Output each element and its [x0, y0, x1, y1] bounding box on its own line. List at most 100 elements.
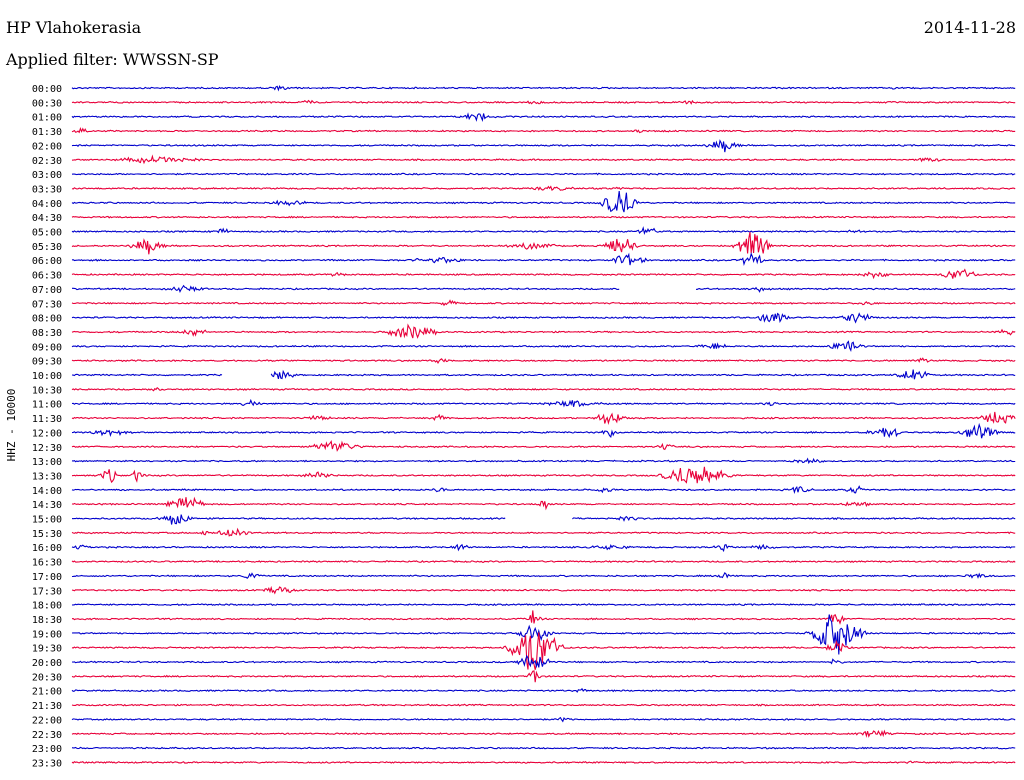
- time-tick-label: 18:30: [32, 615, 62, 626]
- trace-line: [71, 398, 1016, 408]
- trace-line: [71, 585, 1016, 595]
- trace-line: [71, 603, 1016, 607]
- time-tick-label: 13:30: [32, 471, 62, 482]
- time-tick-label: 12:30: [32, 443, 62, 454]
- trace-line: [71, 610, 1016, 625]
- time-tick-label: 19:00: [32, 629, 62, 640]
- trace-line: [72, 284, 1016, 293]
- time-tick-label: 09:30: [32, 357, 62, 368]
- trace-line: [71, 191, 1016, 213]
- trace-line: [71, 457, 1016, 465]
- trace-line: [71, 252, 1016, 266]
- time-tick-label: 03:30: [32, 184, 62, 195]
- trace-line: [71, 422, 1016, 439]
- trace-line: [71, 559, 1016, 564]
- time-tick-label: 20:00: [32, 658, 62, 669]
- time-tick-label: 23:30: [32, 758, 62, 769]
- time-tick-label: 15:30: [32, 529, 62, 540]
- trace-line: [71, 760, 1016, 764]
- trace-line: [71, 716, 1016, 723]
- time-tick-label: 08:30: [32, 328, 62, 339]
- trace-line: [71, 527, 1016, 537]
- time-tick-label: 07:30: [32, 299, 62, 310]
- trace-line: [71, 687, 1016, 693]
- time-tick-label: 08:00: [32, 314, 62, 325]
- trace-line: [71, 112, 1016, 123]
- channel-label: HHZ - 10000: [5, 389, 18, 462]
- trace-line: [71, 485, 1016, 494]
- time-tick-label: 01:30: [32, 127, 62, 138]
- time-tick-label: 22:30: [32, 730, 62, 741]
- trace-line: [71, 614, 1016, 655]
- record-date: 2014-11-28: [923, 18, 1016, 37]
- trace-line: [71, 215, 1016, 219]
- time-tick-label: 00:00: [32, 84, 62, 95]
- trace-line: [71, 357, 1016, 365]
- trace-line: [71, 411, 1016, 425]
- trace-line: [71, 127, 1016, 134]
- time-tick-label: 22:00: [32, 715, 62, 726]
- time-tick-label: 04:30: [32, 213, 62, 224]
- trace-line: [71, 323, 1016, 339]
- time-tick-label: 14:30: [32, 500, 62, 511]
- time-tick-label: 23:00: [32, 744, 62, 755]
- trace-line: [71, 543, 1016, 553]
- time-tick-label: 21:00: [32, 687, 62, 698]
- filter-label: Applied filter: WWSSN-SP: [6, 50, 219, 69]
- trace-line: [71, 466, 1016, 484]
- time-tick-label: 07:00: [32, 285, 62, 296]
- trace-line: [71, 746, 1016, 750]
- trace-line: [71, 654, 1016, 669]
- trace-line: [71, 154, 1016, 165]
- time-tick-label: 17:30: [32, 586, 62, 597]
- time-tick-label: 16:30: [32, 558, 62, 569]
- trace-line: [71, 340, 1016, 353]
- trace-line: [71, 226, 1016, 235]
- time-tick-label: 02:00: [32, 141, 62, 152]
- time-tick-label: 20:30: [32, 672, 62, 683]
- trace-line: [71, 572, 1016, 579]
- trace-line: [71, 185, 1016, 191]
- trace-line: [71, 514, 1016, 525]
- trace-line: [71, 440, 1016, 452]
- time-tick-label: 00:30: [32, 98, 62, 109]
- trace-line: [71, 387, 1016, 392]
- time-tick-label: 12:00: [32, 428, 62, 439]
- time-tick-label: 04:00: [32, 199, 62, 210]
- trace-line: [71, 299, 1016, 307]
- trace-line: [71, 268, 1016, 280]
- time-tick-label: 21:30: [32, 701, 62, 712]
- trace-line: [71, 632, 1016, 670]
- trace-line: [71, 703, 1016, 707]
- time-tick-label: 05:30: [32, 242, 62, 253]
- trace-line: [71, 670, 1016, 683]
- time-tick-label: 02:30: [32, 156, 62, 167]
- time-tick-label: 03:00: [32, 170, 62, 181]
- time-tick-label: 05:00: [32, 228, 62, 239]
- time-tick-label: 19:30: [32, 644, 62, 655]
- time-tick-label: 09:00: [32, 342, 62, 353]
- trace-line: [71, 729, 1016, 738]
- trace-line: [71, 139, 1016, 153]
- time-tick-label: 16:00: [32, 543, 62, 554]
- station-name: HP Vlahokerasia: [6, 18, 142, 37]
- time-tick-label: 10:30: [32, 385, 62, 396]
- time-tick-label: 01:00: [32, 113, 62, 124]
- time-tick-label: 18:00: [32, 601, 62, 612]
- trace-line: [71, 496, 1016, 511]
- time-tick-label: 15:00: [32, 515, 62, 526]
- trace-line: [71, 172, 1016, 176]
- time-tick-label: 11:30: [32, 414, 62, 425]
- time-tick-label: 13:00: [32, 457, 62, 468]
- trace-line: [71, 312, 1016, 324]
- time-tick-label: 06:30: [32, 271, 62, 282]
- trace-line: [71, 84, 1016, 92]
- trace-line: [71, 231, 1016, 255]
- time-tick-label: 10:00: [32, 371, 62, 382]
- time-tick-label: 14:00: [32, 486, 62, 497]
- trace-line: [71, 369, 1016, 380]
- trace-line: [71, 99, 1016, 105]
- time-tick-label: 11:00: [32, 400, 62, 411]
- time-tick-label: 06:00: [32, 256, 62, 267]
